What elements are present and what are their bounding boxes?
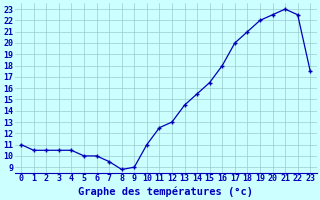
- X-axis label: Graphe des températures (°c): Graphe des températures (°c): [78, 186, 253, 197]
